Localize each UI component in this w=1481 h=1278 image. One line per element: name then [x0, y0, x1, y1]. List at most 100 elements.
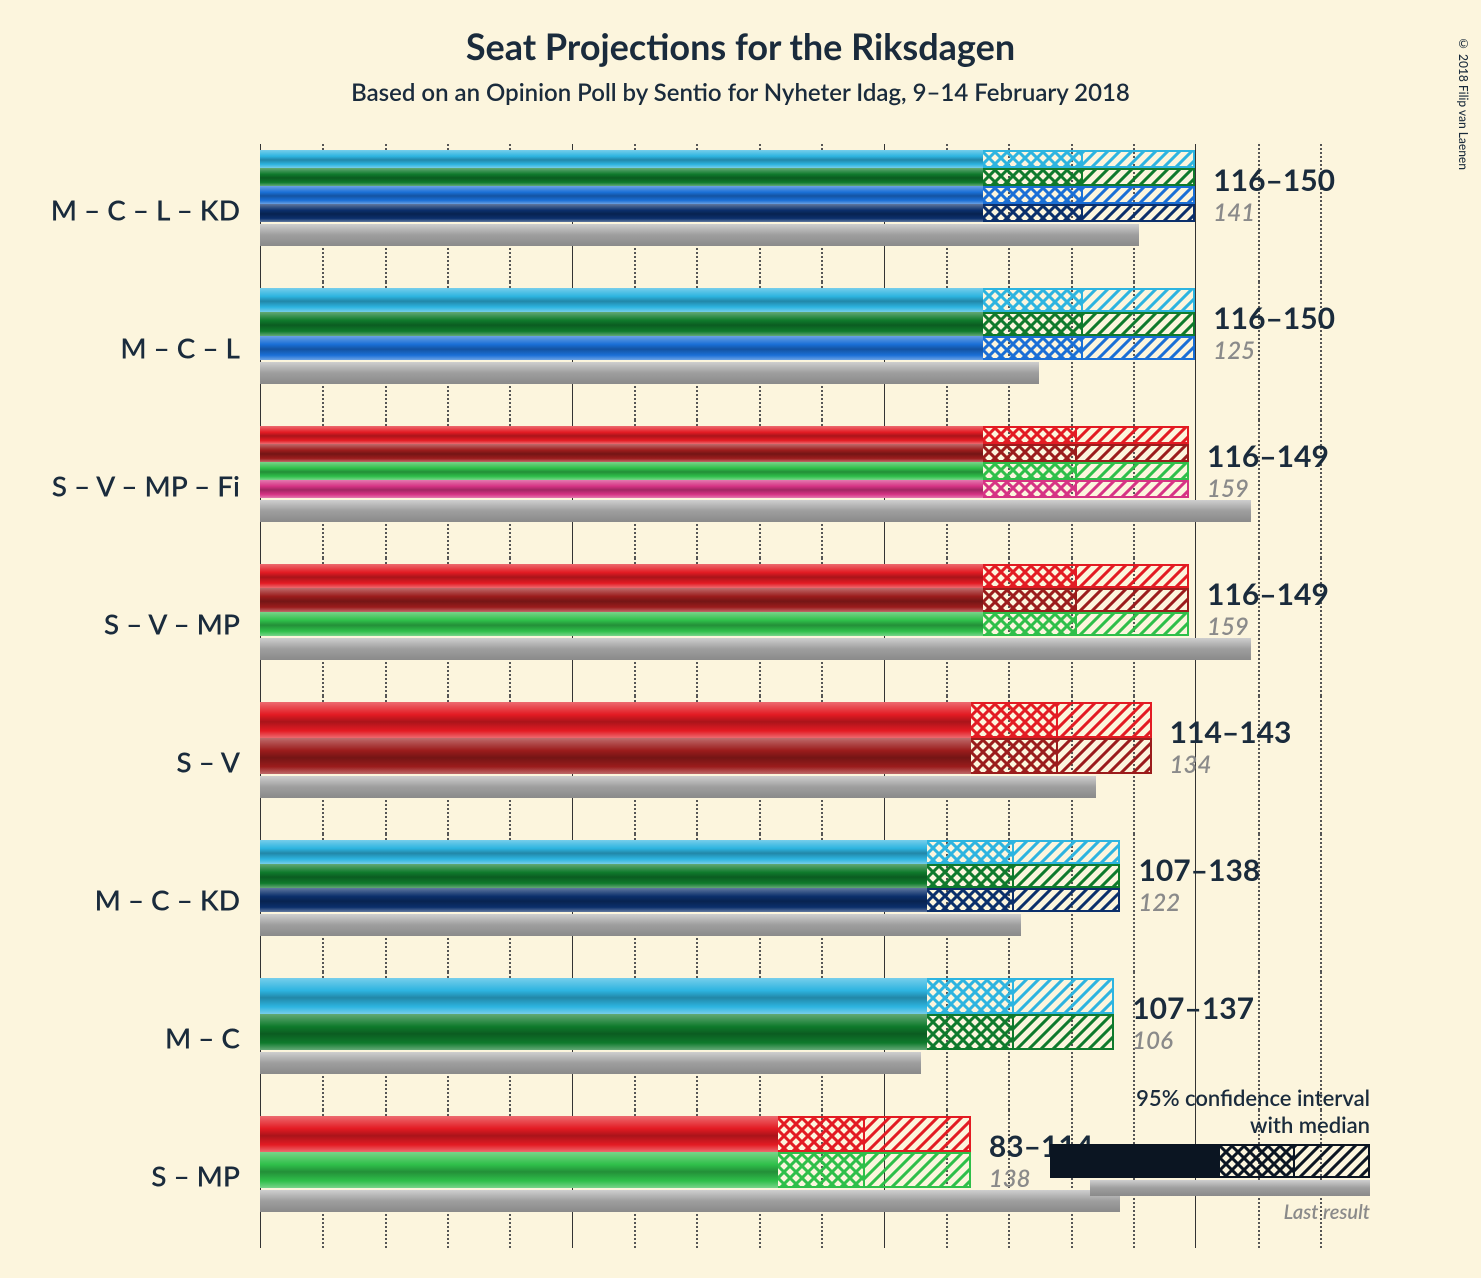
coalition-label: M – C – KD — [95, 883, 240, 917]
last-result-bar — [260, 1190, 1120, 1212]
bar-stripe-solid — [260, 1152, 778, 1188]
value-range: 107–138 — [1138, 852, 1260, 888]
bar-stripe-diaghatch — [1077, 462, 1189, 480]
gridline-minor — [1133, 834, 1135, 972]
value-last: 141 — [1213, 198, 1255, 227]
bar-stripe-crosshatch — [983, 480, 1077, 498]
last-result-bar — [260, 776, 1096, 798]
bar-stripe-crosshatch — [983, 186, 1083, 204]
bar-stripe-crosshatch — [983, 588, 1077, 612]
bar-stripe-crosshatch — [983, 204, 1083, 222]
projection-bar — [260, 1116, 971, 1188]
bar-stripe-crosshatch — [983, 612, 1077, 636]
legend-last-label: Last result — [1050, 1200, 1370, 1224]
value-last: 159 — [1207, 474, 1249, 503]
gridline-major — [1195, 282, 1196, 420]
value-last: 138 — [989, 1164, 1031, 1193]
value-range: 114–143 — [1170, 714, 1292, 750]
bar-stripe-diaghatch — [1083, 186, 1195, 204]
bar-stripe-solid — [260, 864, 927, 888]
bar-stripe-diaghatch — [1077, 564, 1189, 588]
bar-stripe-diaghatch — [1077, 426, 1189, 444]
bar-stripe-diaghatch — [1083, 204, 1195, 222]
bar-stripe-diaghatch — [1058, 738, 1152, 774]
chart-title: Seat Projections for the Riksdagen — [0, 24, 1481, 68]
projection-bar — [260, 978, 1114, 1050]
projection-bar — [260, 288, 1195, 360]
bar-stripe-diaghatch — [1083, 168, 1195, 186]
value-range: 116–149 — [1207, 576, 1329, 612]
coalition-row: S – V114–143134 — [260, 696, 1320, 834]
bar-stripe-crosshatch — [983, 312, 1083, 336]
bar-stripe-solid — [260, 204, 983, 222]
bar-stripe-solid — [260, 612, 983, 636]
bar-stripe-diaghatch — [1014, 840, 1120, 864]
value-range: 107–137 — [1132, 990, 1254, 1026]
bar-stripe-diaghatch — [1083, 312, 1195, 336]
bar-stripe-crosshatch — [983, 426, 1077, 444]
bar-stripe-solid — [260, 702, 971, 738]
last-result-bar — [260, 500, 1251, 522]
value-last: 122 — [1138, 888, 1180, 917]
bar-stripe-crosshatch — [971, 702, 1058, 738]
bar-stripe-solid — [260, 1014, 927, 1050]
copyright-text: © 2018 Filip van Laenen — [1456, 36, 1471, 170]
bar-stripe-solid — [260, 168, 983, 186]
gridline-major — [1195, 558, 1196, 696]
bar-stripe-solid — [260, 462, 983, 480]
bar-stripe-crosshatch — [983, 288, 1083, 312]
last-result-bar — [260, 638, 1251, 660]
value-last: 106 — [1132, 1026, 1173, 1055]
coalition-label: M – C – L – KD — [51, 193, 240, 227]
bar-stripe-diaghatch — [1077, 612, 1189, 636]
bar-stripe-crosshatch — [983, 444, 1077, 462]
legend: 95% confidence intervalwith medianLast r… — [1050, 1085, 1370, 1224]
value-last: 134 — [1170, 750, 1212, 779]
bar-stripe-diaghatch — [1083, 336, 1195, 360]
bar-stripe-crosshatch — [927, 888, 1014, 912]
coalition-label: S – V – MP – Fi — [52, 469, 240, 503]
bar-stripe-crosshatch — [927, 1014, 1014, 1050]
value-range: 116–149 — [1207, 438, 1329, 474]
bar-stripe-solid — [260, 288, 983, 312]
bar-stripe-crosshatch — [927, 840, 1014, 864]
gridline-minor — [1320, 834, 1322, 972]
coalition-row: M – C – L – KD116–150141 — [260, 144, 1320, 282]
bar-stripe-crosshatch — [983, 336, 1083, 360]
bar-stripe-diaghatch — [1014, 888, 1120, 912]
bar-stripe-solid — [260, 312, 983, 336]
legend-ci-line2: with median — [1050, 1112, 1370, 1138]
value-range: 116–150 — [1213, 162, 1335, 198]
bar-stripe-diaghatch — [1014, 864, 1120, 888]
last-result-bar — [260, 1052, 921, 1074]
bar-stripe-diaghatch — [865, 1152, 971, 1188]
bar-stripe-diaghatch — [865, 1116, 971, 1152]
last-result-bar — [260, 224, 1139, 246]
coalition-label: S – V — [176, 745, 240, 779]
coalition-label: S – V – MP — [104, 607, 240, 641]
bar-stripe-diaghatch — [1083, 150, 1195, 168]
chart-subtitle: Based on an Opinion Poll by Sentio for N… — [0, 78, 1481, 107]
coalition-label: M – C — [165, 1021, 240, 1055]
projection-bar — [260, 840, 1120, 912]
value-last: 159 — [1207, 612, 1249, 641]
bar-stripe-diaghatch — [1083, 288, 1195, 312]
bar-stripe-diaghatch — [1077, 480, 1189, 498]
bar-stripe-solid — [260, 1116, 778, 1152]
gridline-minor — [1320, 696, 1322, 834]
gridline-major — [1195, 144, 1196, 282]
bar-stripe-crosshatch — [927, 978, 1014, 1014]
last-result-bar — [260, 362, 1039, 384]
bar-stripe-solid — [260, 186, 983, 204]
chart-plot-area: M – C – L – KD116–150141M – C – L116–150… — [260, 144, 1320, 1254]
projection-bar — [260, 702, 1152, 774]
legend-sample-bar — [1050, 1144, 1370, 1178]
bar-stripe-crosshatch — [778, 1152, 865, 1188]
last-result-bar — [260, 914, 1021, 936]
bar-stripe-diaghatch — [1058, 702, 1152, 738]
bar-stripe-crosshatch — [983, 150, 1083, 168]
bar-stripe-solid — [260, 738, 971, 774]
value-last: 125 — [1213, 336, 1255, 365]
bar-stripe-crosshatch — [971, 738, 1058, 774]
projection-bar — [260, 426, 1189, 498]
